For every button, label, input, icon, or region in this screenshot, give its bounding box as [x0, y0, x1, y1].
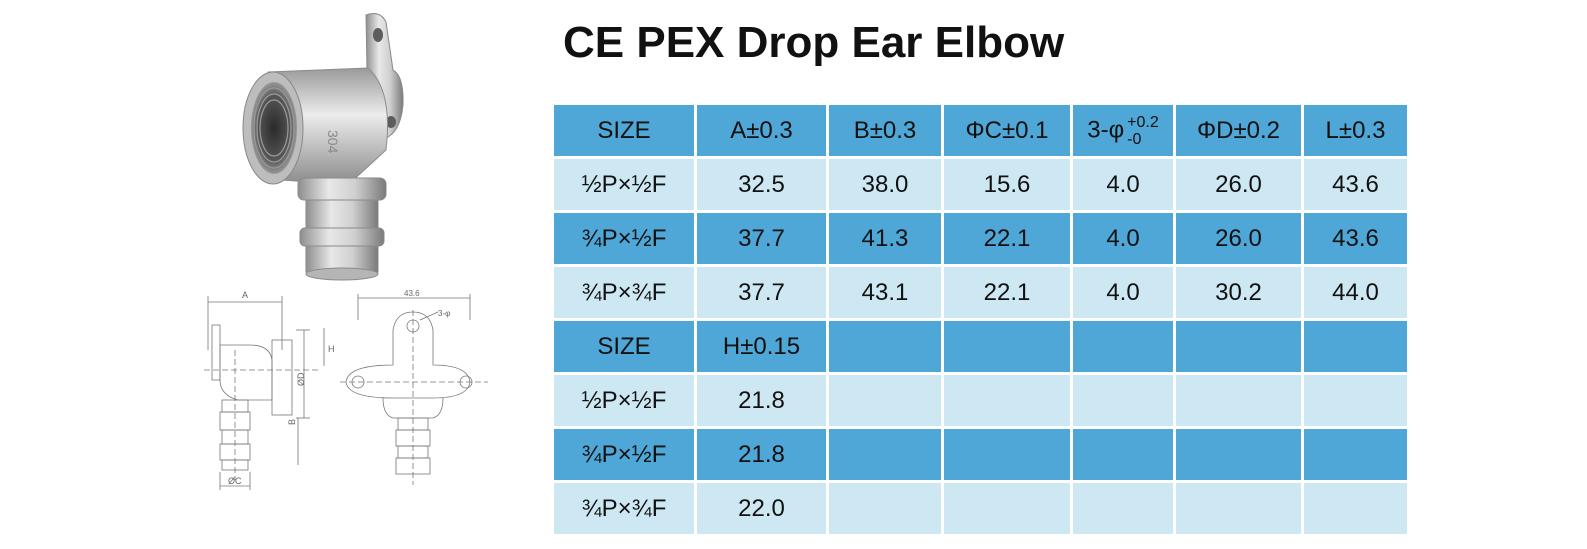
page-title: CE PEX Drop Ear Elbow: [563, 18, 1065, 67]
side-view-drawing: A ØD B ØC: [204, 290, 320, 490]
table-row: ½P×½F 32.5 38.0 15.6 4.0 26.0 43.6: [551, 156, 1410, 213]
front-view-drawing: 43.6 3-φ: [340, 290, 488, 485]
dim-label-phi: 3-φ: [438, 309, 450, 318]
empty-cell: [1070, 480, 1176, 537]
empty-cell: [1070, 318, 1176, 375]
cell-h: 21.8: [694, 372, 829, 429]
cell-b: 41.3: [826, 210, 944, 267]
empty-cell: [826, 372, 944, 429]
empty-cell: [826, 480, 944, 537]
cell-size: ¾P×½F: [551, 210, 697, 267]
empty-cell: [1173, 480, 1304, 537]
cell-h: 22.0: [694, 480, 829, 537]
empty-cell: [941, 480, 1073, 537]
spec-table: SIZE A±0.3 B±0.3 ΦC±0.1 3-φ +0.2 -0 ΦD±0.2…: [551, 102, 1410, 537]
table-row: ¾P×½F 37.7 41.3 22.1 4.0 26.0 43.6: [551, 210, 1410, 267]
cell-size: ½P×½F: [551, 156, 697, 213]
cell-b: 38.0: [826, 156, 944, 213]
cell-d: 30.2: [1173, 264, 1304, 321]
dim-label-d: ØD: [296, 372, 306, 386]
empty-cell: [941, 318, 1073, 375]
table-subheader-row: SIZE H±0.15: [551, 318, 1410, 375]
header-phi-tolerance: +0.2 -0: [1127, 114, 1159, 148]
dim-h-marker: H: [323, 328, 335, 366]
table-row: ½P×½F 21.8: [551, 372, 1410, 429]
cell-phi: 4.0: [1070, 210, 1176, 267]
table-row: ¾P×¾F 22.0: [551, 480, 1410, 537]
cell-a: 37.7: [694, 210, 829, 267]
empty-cell: [826, 318, 944, 375]
empty-cell: [1070, 426, 1176, 483]
dim-label-a: A: [242, 290, 248, 300]
material-stamp: 304: [325, 130, 341, 154]
cell-b: 43.1: [826, 264, 944, 321]
cell-l: 44.0: [1301, 264, 1410, 321]
table-row: ¾P×¾F 37.7 43.1 22.1 4.0 30.2 44.0: [551, 264, 1410, 321]
header-phi-label: 3-φ: [1087, 115, 1125, 143]
dim-label-c: ØC: [228, 476, 242, 486]
cell-a: 37.7: [694, 264, 829, 321]
empty-cell: [1301, 318, 1410, 375]
cell-size: ½P×½F: [551, 372, 697, 429]
header-size: SIZE: [551, 102, 697, 159]
header-h: H±0.15: [694, 318, 829, 375]
empty-cell: [1301, 426, 1410, 483]
product-photo: 304: [242, 13, 404, 281]
phi-tol-upper: +0.2: [1127, 113, 1159, 131]
cell-h: 21.8: [694, 426, 829, 483]
cell-phi: 4.0: [1070, 156, 1176, 213]
table-header-row: SIZE A±0.3 B±0.3 ΦC±0.1 3-φ +0.2 -0 ΦD±0.2…: [551, 102, 1410, 159]
cell-phi: 4.0: [1070, 264, 1176, 321]
header-d: ΦD±0.2: [1173, 102, 1304, 159]
empty-cell: [941, 372, 1073, 429]
header-size-2: SIZE: [551, 318, 697, 375]
empty-cell: [1301, 372, 1410, 429]
empty-cell: [1173, 372, 1304, 429]
cell-a: 32.5: [694, 156, 829, 213]
cell-c: 22.1: [941, 210, 1073, 267]
cell-d: 26.0: [1173, 210, 1304, 267]
header-phi: 3-φ +0.2 -0: [1070, 102, 1176, 159]
cell-size: ¾P×½F: [551, 426, 697, 483]
header-a: A±0.3: [694, 102, 829, 159]
phi-tol-lower: -0: [1127, 130, 1142, 148]
empty-cell: [1301, 480, 1410, 537]
cell-d: 26.0: [1173, 156, 1304, 213]
empty-cell: [826, 426, 944, 483]
empty-cell: [1070, 372, 1176, 429]
empty-cell: [1173, 426, 1304, 483]
header-b: B±0.3: [826, 102, 944, 159]
cell-size: ¾P×¾F: [551, 480, 697, 537]
header-l: L±0.3: [1301, 102, 1410, 159]
empty-cell: [941, 426, 1073, 483]
cell-c: 15.6: [941, 156, 1073, 213]
table-row: ¾P×½F 21.8: [551, 426, 1410, 483]
empty-cell: [1173, 318, 1304, 375]
dim-label-b: B: [287, 419, 297, 425]
cell-c: 22.1: [941, 264, 1073, 321]
dim-label-l: 43.6: [404, 290, 420, 298]
cell-size: ¾P×¾F: [551, 264, 697, 321]
cell-l: 43.6: [1301, 156, 1410, 213]
cell-l: 43.6: [1301, 210, 1410, 267]
dim-label-h: H: [328, 344, 335, 354]
header-c: ΦC±0.1: [941, 102, 1073, 159]
